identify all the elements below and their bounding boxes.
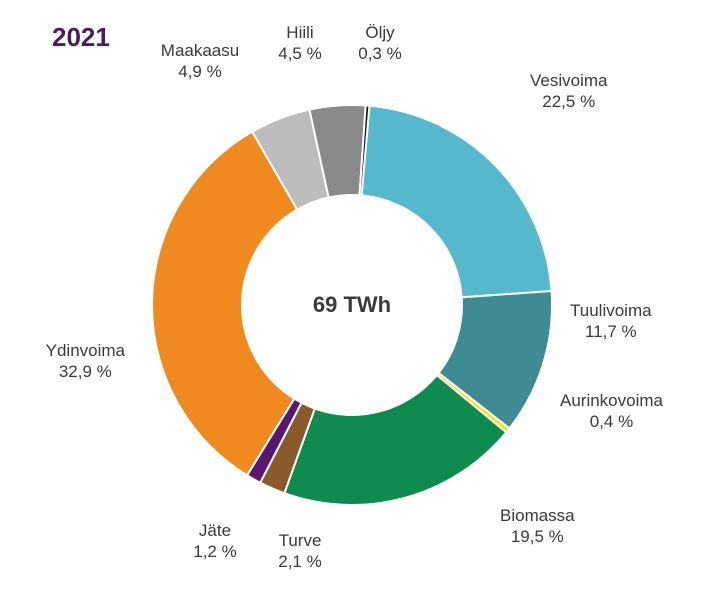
label-name-ydinvoima: Ydinvoima bbox=[46, 340, 125, 361]
label-value-biomassa: 19,5 % bbox=[500, 526, 575, 547]
label-value-maakaasu: 4,9 % bbox=[161, 61, 239, 82]
label-name-jate: Jäte bbox=[193, 520, 236, 541]
label-value-turve: 2,1 % bbox=[278, 551, 321, 572]
label-name-maakaasu: Maakaasu bbox=[161, 40, 239, 61]
label-hiili: Hiili4,5 % bbox=[278, 22, 321, 65]
label-turve: Turve2,1 % bbox=[278, 530, 321, 573]
label-value-hiili: 4,5 % bbox=[278, 43, 321, 64]
segment-vesivoima bbox=[362, 106, 552, 298]
label-maakaasu: Maakaasu4,9 % bbox=[161, 40, 239, 83]
label-value-tuulivoima: 11,7 % bbox=[570, 321, 652, 342]
label-oljy: Öljy0,3 % bbox=[358, 22, 401, 65]
label-value-ydinvoima: 32,9 % bbox=[46, 361, 125, 382]
label-vesivoima: Vesivoima22,5 % bbox=[530, 70, 607, 113]
label-name-tuulivoima: Tuulivoima bbox=[570, 300, 652, 321]
label-aurinkovoima: Aurinkovoima0,4 % bbox=[560, 390, 663, 433]
label-value-jate: 1,2 % bbox=[193, 541, 236, 562]
label-tuulivoima: Tuulivoima11,7 % bbox=[570, 300, 652, 343]
label-ydinvoima: Ydinvoima32,9 % bbox=[46, 340, 125, 383]
label-name-vesivoima: Vesivoima bbox=[530, 70, 607, 91]
label-name-hiili: Hiili bbox=[278, 22, 321, 43]
energy-donut-chart: 2021 69 TWh Vesivoima22,5 % Tuulivoima11,… bbox=[0, 0, 704, 597]
segment-ydinvoima bbox=[152, 132, 297, 476]
label-name-biomassa: Biomassa bbox=[500, 505, 575, 526]
label-name-turve: Turve bbox=[278, 530, 321, 551]
label-name-oljy: Öljy bbox=[358, 22, 401, 43]
year-label: 2021 bbox=[52, 22, 110, 53]
label-name-aurinkovoima: Aurinkovoima bbox=[560, 390, 663, 411]
label-biomassa: Biomassa19,5 % bbox=[500, 505, 575, 548]
label-jate: Jäte1,2 % bbox=[193, 520, 236, 563]
center-total-label: 69 TWh bbox=[313, 292, 391, 318]
label-value-aurinkovoima: 0,4 % bbox=[560, 411, 663, 432]
label-value-vesivoima: 22,5 % bbox=[530, 91, 607, 112]
label-value-oljy: 0,3 % bbox=[358, 43, 401, 64]
